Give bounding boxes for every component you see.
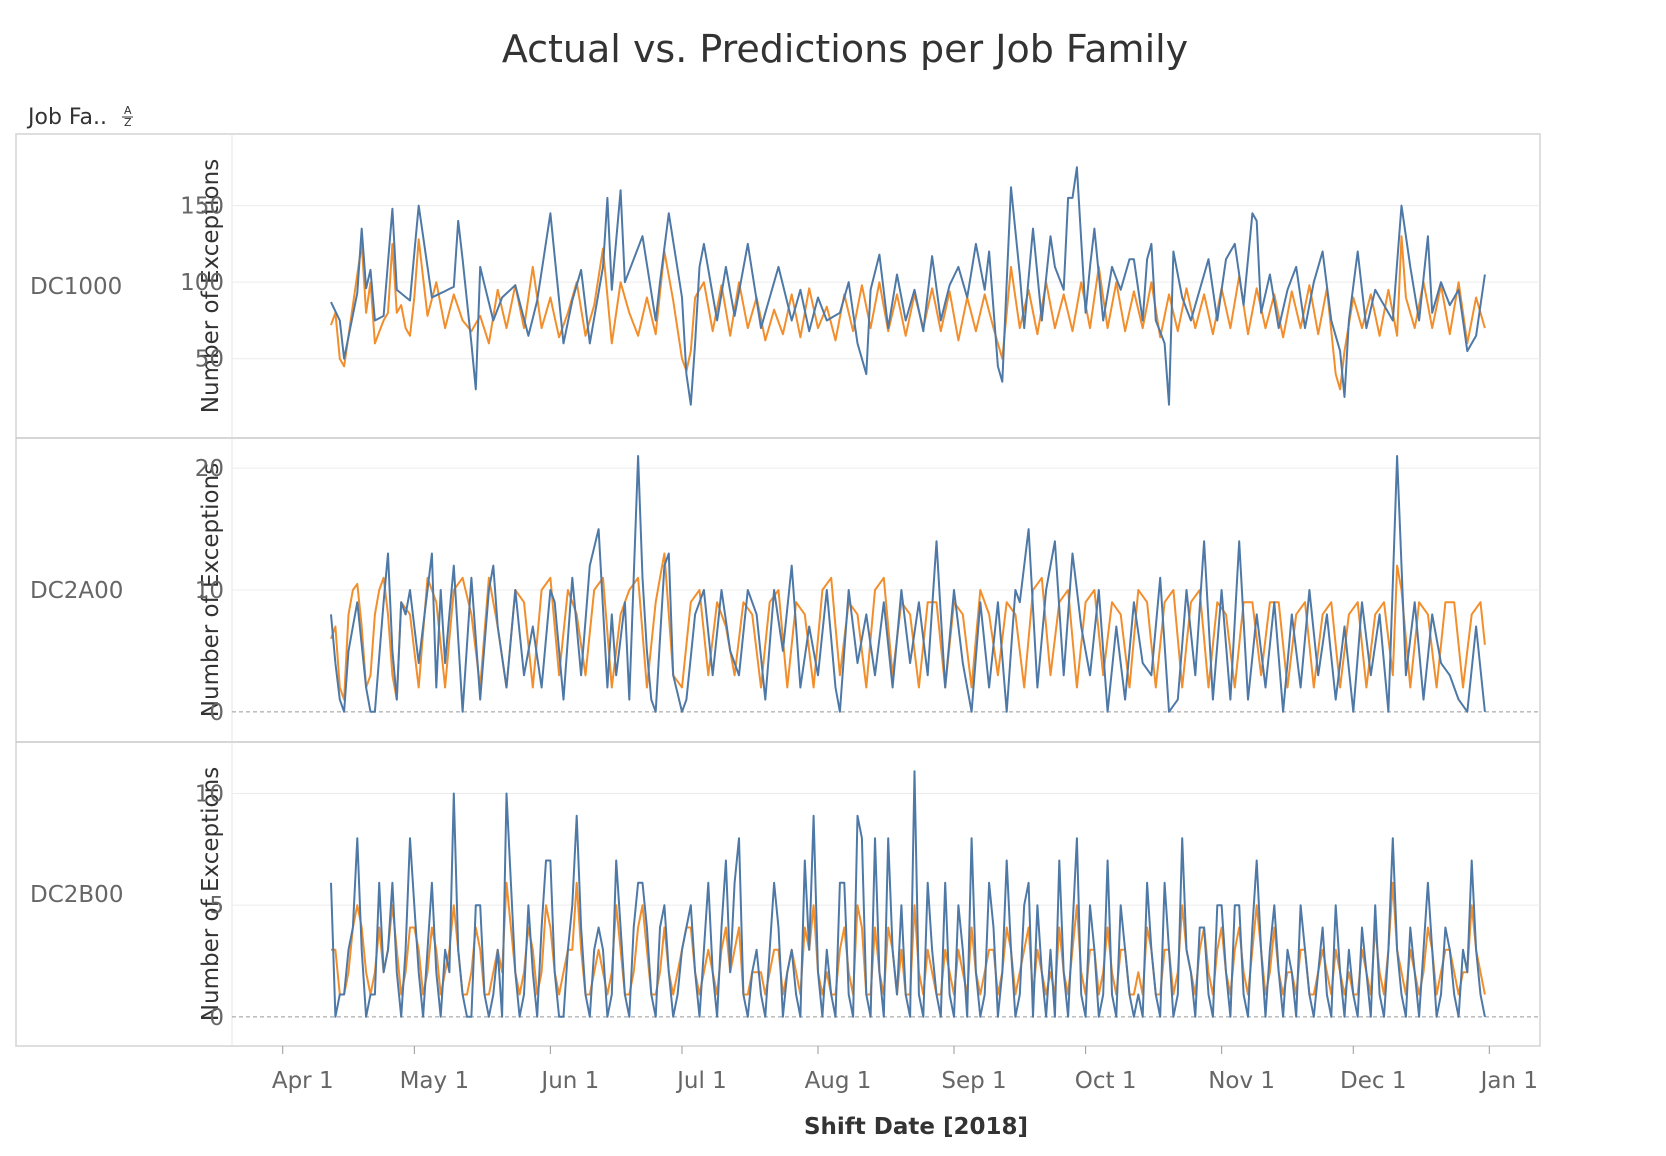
x-tick-label: Sep 1 [941,1068,1006,1094]
series-prediction [330,552,1486,701]
y-tick-label: 0 [209,1005,224,1031]
series-prediction [330,235,1486,391]
y-tick-label: 10 [195,578,224,604]
y-tick-label: 0 [209,700,224,726]
sort-az-icon[interactable]: A [124,104,132,117]
row-label: DC1000 [30,274,122,300]
y-tick-label: 10 [195,782,224,808]
row-header[interactable]: Job Fa.. A Z [26,104,133,130]
y-axis-label: Number of Exceptions [198,767,224,1021]
x-axis: Apr 1 May 1 Jun 1 Jul 1 Aug 1 Sep 1 Oct 1 Nov 1… [272,1046,1538,1094]
series-actual [330,770,1486,1018]
x-tick-label: Jul 1 [675,1068,727,1094]
x-tick-label: Jun 1 [539,1068,599,1094]
chart-title: Actual vs. Predictions per Job Family [502,27,1188,71]
y-tick-label: 150 [180,194,224,220]
x-tick-label: May 1 [400,1068,470,1094]
y-tick-label: 100 [180,270,224,296]
x-tick-label: Dec 1 [1340,1068,1406,1094]
series-actual [330,166,1486,406]
series-actual [330,455,1486,713]
x-tick-label: Nov 1 [1208,1068,1275,1094]
y-tick-label: 5 [209,893,224,919]
panels: DC1000 Number of Exceptions50100150DC2A00… [15,133,1541,1047]
x-tick-label: Jan 1 [1479,1068,1538,1094]
y-tick-label: 50 [195,347,224,373]
y-axis-label: Number of Exceptions [198,159,224,413]
y-axis-label: Number of Exceptions [198,463,224,717]
x-tick-label: Aug 1 [805,1068,872,1094]
x-tick-label: Oct 1 [1075,1068,1137,1094]
x-tick-label: Apr 1 [272,1068,334,1094]
row-label: DC2A00 [30,578,123,604]
x-axis-label: Shift Date [2018] [804,1114,1028,1140]
row-header-label: Job Fa.. [26,105,107,130]
sort-az-icon-z: Z [124,116,132,129]
y-tick-label: 20 [195,456,224,482]
row-label: DC2B00 [30,882,123,908]
